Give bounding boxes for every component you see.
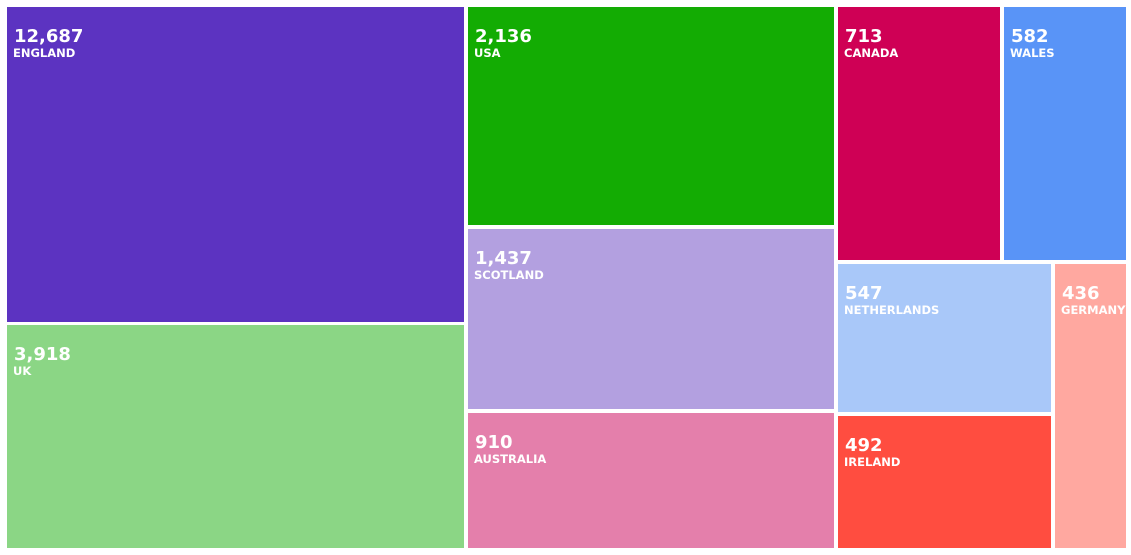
tile-label-scotland: SCOTLAND xyxy=(474,268,544,282)
tile-england[interactable]: 12,687 ENGLAND xyxy=(7,7,464,322)
tile-netherlands[interactable]: 547 NETHERLANDS xyxy=(838,264,1051,412)
tile-ireland[interactable]: 492 IRELAND xyxy=(838,416,1051,548)
tile-label-england: ENGLAND xyxy=(13,46,76,60)
tile-value-canada: 713 xyxy=(845,26,883,47)
tile-australia[interactable]: 910 AUSTRALIA xyxy=(468,413,834,548)
tile-label-wales: WALES xyxy=(1010,46,1055,60)
tile-value-uk: 3,918 xyxy=(14,344,71,365)
tile-wales[interactable]: 582 WALES xyxy=(1004,7,1126,260)
tile-label-australia: AUSTRALIA xyxy=(474,452,547,466)
tile-value-germany: 436 xyxy=(1062,283,1100,304)
tile-usa[interactable]: 2,136 USA xyxy=(468,7,834,225)
tile-value-australia: 910 xyxy=(475,432,513,453)
tile-label-canada: CANADA xyxy=(844,46,899,60)
tile-germany[interactable]: 436 GERMANY xyxy=(1055,264,1126,548)
tile-label-ireland: IRELAND xyxy=(844,455,901,469)
tile-label-uk: UK xyxy=(13,364,32,378)
tile-value-wales: 582 xyxy=(1011,26,1049,47)
tile-value-scotland: 1,437 xyxy=(475,248,532,269)
tile-scotland[interactable]: 1,437 SCOTLAND xyxy=(468,229,834,409)
tile-uk[interactable]: 3,918 UK xyxy=(7,325,464,548)
tile-label-netherlands: NETHERLANDS xyxy=(844,303,940,317)
tile-value-netherlands: 547 xyxy=(845,283,883,304)
tile-value-england: 12,687 xyxy=(14,26,84,47)
tile-value-usa: 2,136 xyxy=(475,26,532,47)
tile-label-usa: USA xyxy=(474,46,501,60)
tile-label-germany: GERMANY xyxy=(1061,303,1126,317)
tile-canada[interactable]: 713 CANADA xyxy=(838,7,1000,260)
tile-value-ireland: 492 xyxy=(845,435,883,456)
